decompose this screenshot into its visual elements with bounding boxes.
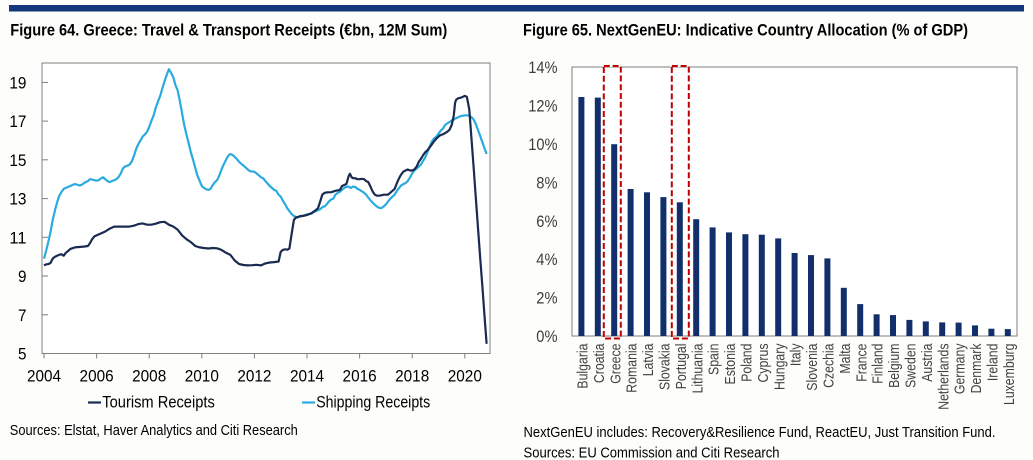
svg-text:14%: 14% — [528, 58, 557, 77]
svg-text:Czechia: Czechia — [821, 343, 838, 388]
svg-text:Poland: Poland — [739, 344, 756, 382]
svg-text:Figure 64. Greece: Travel & Tr: Figure 64. Greece: Travel & Transport Re… — [10, 21, 447, 40]
svg-text:Croatia: Croatia — [591, 343, 608, 383]
svg-text:2018: 2018 — [395, 366, 429, 385]
svg-text:Luxemburg: Luxemburg — [1001, 344, 1018, 406]
svg-text:Austria: Austria — [919, 343, 936, 382]
svg-text:Slovakia: Slovakia — [657, 343, 674, 390]
svg-text:2016: 2016 — [343, 366, 377, 385]
svg-text:Bulgaria: Bulgaria — [575, 343, 592, 389]
svg-text:2004: 2004 — [27, 366, 61, 385]
svg-text:Greece: Greece — [607, 344, 624, 384]
svg-text:2020: 2020 — [448, 366, 482, 385]
svg-text:8%: 8% — [536, 173, 557, 192]
svg-text:Slovenia: Slovenia — [804, 343, 821, 391]
svg-text:Belgium: Belgium — [886, 344, 903, 388]
svg-text:Malta: Malta — [837, 343, 854, 374]
svg-text:Sweden: Sweden — [903, 344, 920, 388]
svg-text:Estonia: Estonia — [722, 343, 739, 385]
svg-text:Hungary: Hungary — [771, 343, 788, 390]
svg-text:Lithuania: Lithuania — [689, 343, 706, 393]
svg-text:2014: 2014 — [290, 366, 324, 385]
svg-text:2006: 2006 — [80, 366, 114, 385]
svg-text:Tourism Receipts: Tourism Receipts — [102, 393, 215, 412]
svg-text:2010: 2010 — [185, 366, 219, 385]
svg-text:Cyprus: Cyprus — [755, 344, 772, 383]
svg-text:4%: 4% — [536, 250, 557, 269]
svg-text:13: 13 — [9, 190, 26, 209]
svg-text:Italy: Italy — [788, 343, 805, 366]
svg-text:5: 5 — [18, 345, 27, 364]
svg-text:Figure 65. NextGenEU: Indicati: Figure 65. NextGenEU: Indicative Country… — [523, 21, 968, 40]
svg-text:9: 9 — [18, 267, 27, 286]
svg-text:2012: 2012 — [237, 366, 271, 385]
svg-text:19: 19 — [9, 74, 26, 93]
svg-text:Shipping Receipts: Shipping Receipts — [316, 393, 430, 412]
svg-text:12%: 12% — [528, 97, 557, 116]
svg-text:Finland: Finland — [870, 344, 887, 384]
svg-text:Sources: Elstat, Haver Analyti: Sources: Elstat, Haver Analytics and Cit… — [10, 422, 298, 439]
svg-text:10%: 10% — [528, 135, 557, 154]
svg-text:Latvia: Latvia — [640, 343, 657, 376]
svg-text:7: 7 — [18, 306, 27, 325]
svg-text:Spain: Spain — [706, 344, 723, 376]
svg-text:Sources: EU Commission and Cit: Sources: EU Commission and Citi Research — [524, 445, 780, 460]
svg-text:2008: 2008 — [132, 366, 166, 385]
svg-text:France: France — [853, 344, 870, 382]
svg-text:Netherlands: Netherlands — [935, 344, 952, 410]
svg-text:15: 15 — [9, 151, 26, 170]
svg-text:0%: 0% — [536, 327, 557, 346]
svg-text:Germany: Germany — [952, 343, 969, 394]
svg-text:11: 11 — [9, 228, 26, 247]
svg-text:2%: 2% — [536, 289, 557, 308]
svg-text:Ireland: Ireland — [985, 344, 1002, 382]
svg-text:Portugal: Portugal — [673, 344, 690, 390]
svg-text:NextGenEU includes: Recovery&R: NextGenEU includes: Recovery&Resilience … — [524, 424, 996, 441]
svg-text:Romania: Romania — [624, 343, 641, 393]
svg-text:17: 17 — [9, 112, 26, 131]
svg-text:6%: 6% — [536, 212, 557, 231]
svg-text:Denmark: Denmark — [968, 343, 985, 393]
